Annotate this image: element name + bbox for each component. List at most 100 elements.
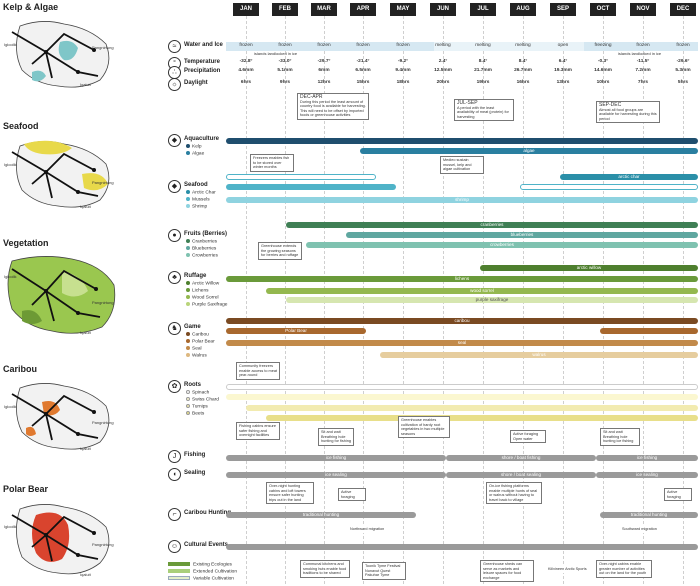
map-label-pangnirtung: Pangnirtung — [92, 45, 114, 50]
sub-item: Mussels — [186, 197, 210, 202]
sub-item: Seal — [186, 346, 202, 351]
bar-arctic-char: arctic char — [560, 174, 698, 180]
bar-swiss-chard — [226, 394, 698, 400]
daylight-cell: 5hrs — [677, 80, 689, 85]
hook-icon: J — [168, 450, 181, 463]
bar-arctic-willow: arctic willow — [480, 265, 698, 271]
sub-item: Lichens — [186, 288, 209, 293]
daylight-cell: 12hrs — [317, 80, 331, 85]
sub-item: Wood Sorrel — [186, 295, 219, 300]
precipitation-cell: 5.1mm — [277, 68, 293, 73]
month-jun: JUN — [430, 3, 456, 16]
temperature-cell: -29.6° — [676, 59, 690, 64]
sub-item-label: Swiss Chard — [192, 397, 219, 403]
bar-polar-bear: Polar Bear — [226, 328, 366, 334]
bar-shore-boat-fishing: shore / boat fishing — [446, 455, 596, 461]
note-overnight-cabins-2: Over-night cabins enable greater number … — [596, 560, 652, 578]
water-ice-band-open — [434, 42, 584, 51]
precipitation-cell: 5.3mm — [675, 68, 691, 73]
bar-arctic-char-winter — [226, 174, 376, 180]
period-note-jul-sep: JUL-SEP A period with the least availabi… — [454, 99, 514, 122]
water-ice-cell: freezing — [594, 43, 612, 48]
map-title: Vegetation — [3, 238, 49, 248]
row-label-precipitation: Precipitation — [184, 68, 221, 74]
sub-item-label: Lichens — [192, 288, 209, 294]
sub-item: Walrus — [186, 353, 207, 358]
sub-item-label: Crowberries — [192, 253, 218, 259]
legend-label: Variable Cultivation — [193, 576, 234, 582]
sub-item-label: Shrimp — [192, 204, 208, 210]
water-ice-note: islands landlocked in ice — [618, 51, 662, 56]
month-may: MAY — [390, 3, 416, 16]
note-active-foraging-2: Active foraging — [664, 488, 692, 502]
temperature-cell: -29.7° — [317, 59, 331, 64]
note-kitchens: Communal kitchens and smoking huts enabl… — [300, 560, 350, 578]
month-aug: AUG — [510, 3, 536, 16]
month-dec: DEC — [670, 3, 696, 16]
water-ice-cell: frozen — [317, 43, 331, 48]
temperature-cell: -0.3° — [597, 59, 609, 64]
temperature-cell: -9.2° — [397, 59, 409, 64]
category-title: Ruffage — [184, 273, 207, 279]
sub-item: Arctic Willow — [186, 281, 219, 286]
sub-item: Beets — [186, 411, 204, 416]
category-title: Sealing — [184, 470, 206, 476]
sub-item-label: Caribou — [192, 332, 209, 338]
water-ice-cell: frozen — [676, 43, 690, 48]
bar-traditional-hunting-fall: traditional hunting — [600, 512, 698, 518]
note-sit-wait-1: Sit and wait Breathing hole hunting for … — [318, 428, 354, 446]
water-ice-cell: melting — [475, 43, 491, 48]
temperature-cell: -11.5° — [636, 59, 650, 64]
temperature-cell: 2.4° — [438, 59, 448, 64]
sub-item: Caribou — [186, 332, 209, 337]
legend-label: Extended Cultivation — [193, 569, 237, 575]
sub-item: Kelp — [186, 144, 202, 149]
period-title: SEP-DEC — [599, 102, 622, 108]
water-ice-note: islands landlocked in ice — [254, 51, 298, 56]
temperature-cell: 8.4° — [478, 59, 488, 64]
map-label-iqaluit: Iqaluit — [80, 572, 91, 577]
bar-walrus: walrus — [380, 352, 698, 358]
water-icon: ≈ — [168, 40, 181, 53]
precipitation-cell: 14.6mm — [594, 68, 612, 73]
sub-item-label: Turnips — [192, 404, 208, 410]
month-mar: MAR — [311, 3, 337, 16]
map-label-igloolik: Igloolik — [4, 524, 17, 529]
precipitation-cell: 12.5mm — [434, 68, 452, 73]
note-active-foraging: Active foraging — [338, 488, 366, 502]
sub-item-label: Arctic Char — [192, 190, 216, 196]
daylight-cell: 7hrs — [637, 80, 649, 85]
note-overnight-cabins: Over-night hunting cabins and loft tower… — [266, 482, 314, 505]
legend-item: Variable Cultivation — [168, 576, 234, 581]
precipitation-cell: 19.3mm — [554, 68, 572, 73]
category-title: Fruits (Berries) — [184, 231, 228, 237]
precipitation-cell: 21.7mm — [474, 68, 492, 73]
category-title: Aquaculture — [184, 136, 220, 142]
note-kiilvineen: Kiilvineen Arctic Sports — [546, 566, 590, 573]
category-title: Caribou Hunting — [184, 510, 231, 516]
period-text: Almost all food groups are available for… — [599, 107, 657, 121]
category-title: Cultural Events — [184, 542, 229, 548]
map-label-pangnirtung: Pangnirtung — [92, 542, 114, 547]
note-greenhouse-sheds: Greenhouse sheds can serve as markets an… — [480, 560, 534, 583]
sub-item-label: Walrus — [192, 353, 207, 359]
temperature-cell: 8.4° — [518, 59, 528, 64]
bar-shore-boat-sealing: shore / boat sealing — [446, 472, 596, 478]
sub-item: Purple Saxifrage — [186, 302, 227, 307]
note-northward: Northward migration — [348, 526, 392, 533]
water-ice-cell: frozen — [278, 43, 292, 48]
precipitation-cell: 6mm — [318, 68, 330, 73]
note-on-ice-platforms: On-ice fishing platforms enable multiple… — [486, 482, 542, 505]
period-text: During this period the least amount of c… — [300, 99, 366, 118]
bar-algae: algae — [360, 148, 698, 154]
caribou-icon: ♞ — [168, 322, 181, 335]
polar-bear-map-icon — [11, 504, 110, 575]
daylight-cell: 20hrs — [436, 80, 450, 85]
water-ice-cell: frozen — [356, 43, 370, 48]
bar-spinach — [226, 384, 698, 390]
period-note-dec-apr: DEC-APR During this period the least amo… — [297, 93, 369, 120]
bar-mussels — [226, 184, 396, 190]
note-active-foraging-open: Active foraging Open water — [510, 430, 546, 444]
daylight-cell: 10hrs — [596, 80, 610, 85]
sub-item-label: Arctic Willow — [192, 281, 220, 287]
